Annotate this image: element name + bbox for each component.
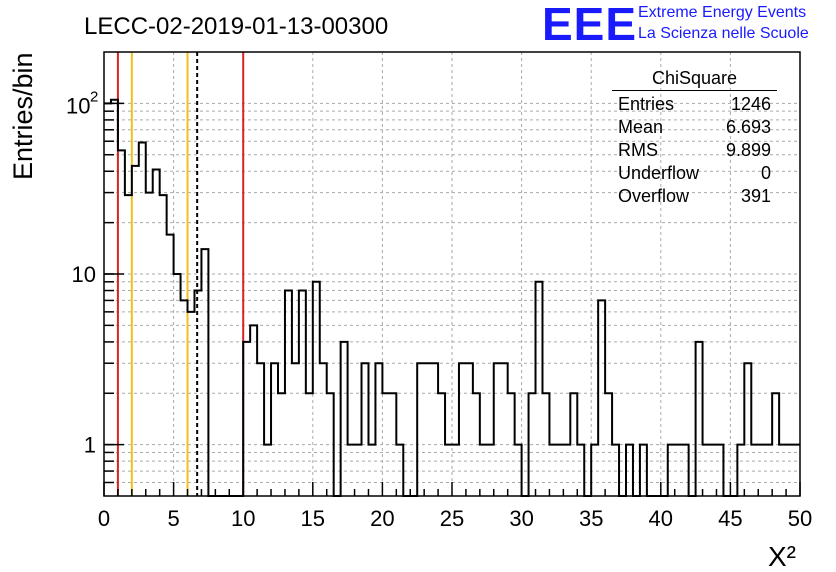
stats-label: Mean [618, 117, 664, 137]
stats-value: 1246 [730, 94, 771, 114]
grid-lines [104, 52, 800, 496]
stats-label: Overflow [618, 186, 690, 206]
stats-label: Entries [618, 94, 675, 114]
stats-row: Underflow 0 [612, 162, 777, 185]
x-tick-label: 25 [440, 506, 464, 531]
y-axis-label: Entries/bin [8, 52, 38, 180]
x-tick-label: 15 [301, 506, 325, 531]
x-tick-label: 45 [718, 506, 742, 531]
y-tick-label: 10 [72, 262, 96, 287]
histogram-outline [104, 98, 800, 497]
x-tick-labels: 0 5 10 15 20 25 30 35 40 45 50 [98, 506, 812, 531]
y-tick-label: 10 [66, 93, 90, 118]
x-tick-label: 5 [167, 506, 179, 531]
stats-row: Overflow 391 [612, 185, 777, 208]
stats-title: ChiSquare [612, 68, 777, 91]
x-tick-label: 40 [649, 506, 673, 531]
x-tick-label: 35 [579, 506, 603, 531]
axis-ticks [103, 102, 801, 496]
stats-value: 6.693 [725, 117, 771, 137]
logo-line-1: Extreme Energy Events [638, 4, 807, 21]
y-tick-label-exponent: 2 [90, 88, 98, 105]
x-tick-label: 30 [509, 506, 533, 531]
x-tick-label: 0 [98, 506, 110, 531]
x-tick-label: 20 [370, 506, 394, 531]
stats-value: 391 [740, 186, 771, 206]
stats-row: Entries 1246 [612, 93, 777, 116]
stats-label: RMS [618, 140, 658, 160]
logo-line-2: La Scienza nelle Scuole [638, 25, 809, 42]
stats-value: 9.899 [725, 140, 771, 160]
y-tick-label: 1 [84, 433, 96, 458]
eee-logo-mark: EEE [542, 0, 638, 50]
x-tick-label: 50 [788, 506, 812, 531]
stats-row: RMS 9.899 [612, 139, 777, 162]
x-tick-label: 10 [231, 506, 255, 531]
stats-row: Mean 6.693 [612, 116, 777, 139]
chart-title: LECC-02-2019-01-13-00300 [84, 13, 388, 40]
stats-label: Underflow [618, 163, 700, 183]
stats-box: ChiSquare Entries 1246 Mean 6.693 RMS 9.899 Un… [612, 68, 777, 208]
x-axis-label: X² [768, 541, 796, 572]
stats-value: 0 [760, 163, 771, 183]
